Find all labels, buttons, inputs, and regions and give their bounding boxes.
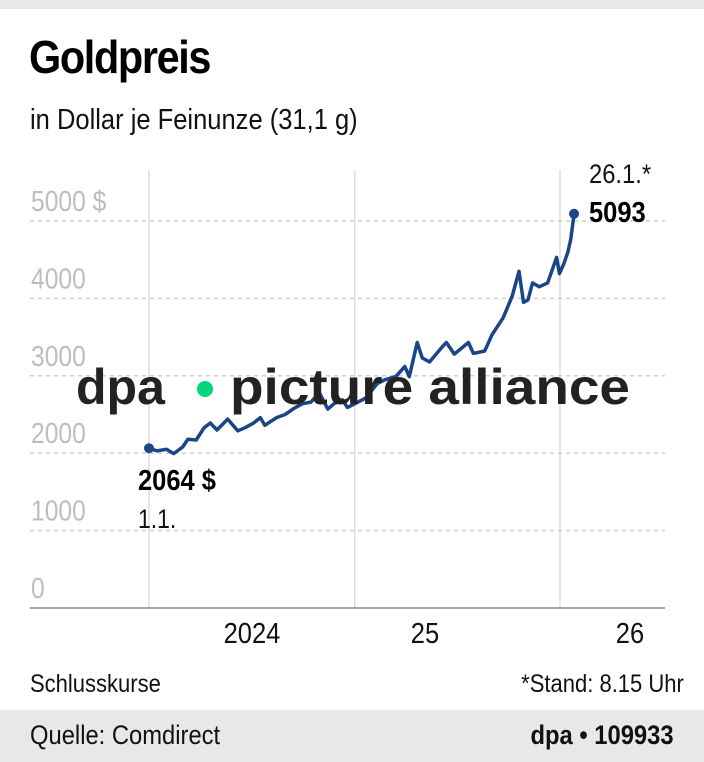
top-bar: [0, 0, 704, 9]
y-tick-label: 1000: [31, 495, 86, 527]
start-point: [144, 443, 154, 454]
end-point: [569, 208, 580, 219]
y-tick-label: 4000: [31, 263, 86, 295]
start-date-label: 1.1.: [138, 504, 176, 534]
end-value-label: 5093: [589, 195, 646, 228]
x-tick-label: 26: [616, 616, 644, 649]
footer: Quelle: Comdirect dpa • 109933: [0, 710, 704, 762]
x-tick-label: 2024: [224, 616, 281, 649]
y-tick-label: 3000: [31, 340, 86, 372]
series-line: [148, 213, 576, 456]
chart-subtitle: in Dollar je Feinunze (31,1 g): [30, 104, 358, 136]
chart-title: Goldpreis: [29, 31, 211, 83]
watermark: dpa picture alliance: [76, 359, 630, 415]
source-label: Quelle: Comdirect: [30, 720, 221, 750]
y-tick-label: 0: [31, 572, 45, 604]
watermark-picture-alliance: picture alliance: [230, 359, 630, 415]
credit-label: dpa • 109933: [530, 720, 674, 750]
note-timestamp: *Stand: 8.15 Uhr: [521, 670, 684, 698]
x-tick-label: 25: [411, 616, 439, 649]
start-value-label: 2064 $: [138, 463, 216, 496]
end-date-label: 26.1.*: [589, 160, 651, 190]
y-tick-label: 5000 $: [31, 185, 106, 217]
note-closing-prices: Schlusskurse: [30, 670, 161, 698]
watermark-dot: [197, 381, 213, 397]
watermark-dpa: dpa: [76, 359, 166, 415]
y-tick-label: 2000: [31, 417, 86, 449]
